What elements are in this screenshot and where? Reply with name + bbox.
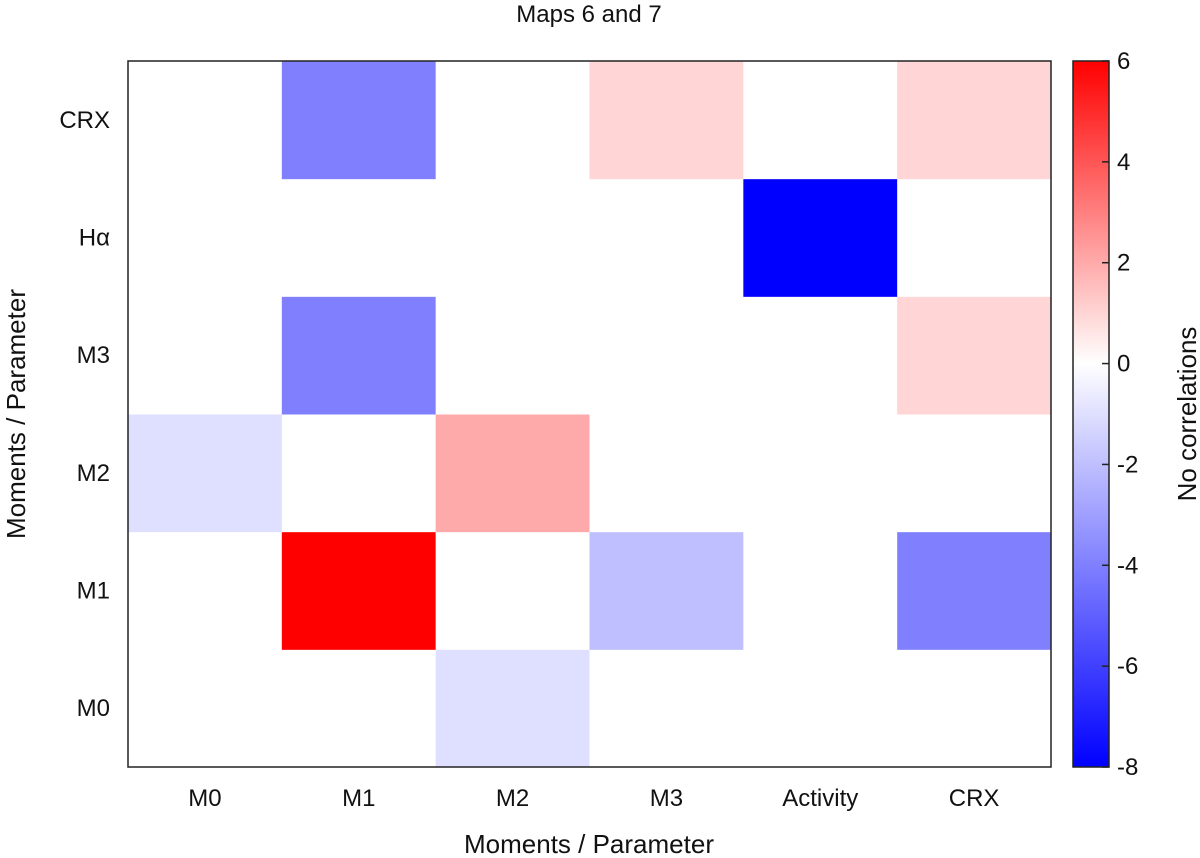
chart-title: Maps 6 and 7 — [516, 1, 661, 28]
heatmap-cell — [281, 649, 437, 768]
heatmap-cell — [281, 414, 437, 533]
heatmap-cell — [897, 414, 1052, 533]
y-tick-label: M2 — [77, 460, 110, 487]
heatmap-cell — [128, 61, 283, 180]
heatmap-cell — [435, 296, 590, 415]
heatmap-cell — [435, 61, 590, 180]
heatmap-cell — [281, 178, 437, 297]
heatmap-cells — [128, 61, 1052, 768]
heatmap-cell — [435, 178, 590, 297]
heatmap-cell — [589, 296, 744, 415]
heatmap-cell — [897, 531, 1052, 650]
heatmap-cell — [128, 531, 283, 650]
y-tick-label: M3 — [77, 342, 110, 369]
x-tick-label: M2 — [496, 785, 529, 812]
heatmap-cell — [743, 296, 898, 415]
colorbar-tick-label: -8 — [1117, 754, 1138, 781]
colorbar-tick-label: -6 — [1117, 653, 1138, 680]
heatmap-cell — [128, 414, 283, 533]
heatmap-cell — [589, 414, 744, 533]
heatmap-cell — [128, 296, 283, 415]
y-tick-label: CRX — [59, 107, 110, 134]
heatmap-cell — [897, 296, 1052, 415]
y-tick-label: M0 — [77, 695, 110, 722]
colorbar-tick-label: 2 — [1117, 250, 1130, 277]
x-axis-label: Moments / Parameter — [464, 829, 714, 858]
heatmap-cell — [281, 61, 437, 180]
colorbar-tick-label: 0 — [1117, 351, 1130, 378]
colorbar — [1072, 60, 1110, 768]
x-tick-labels: M0 M1 M2 M3 Activity CRX — [188, 785, 999, 812]
heatmap-cell — [897, 178, 1052, 297]
heatmap-cell — [897, 61, 1052, 180]
x-tick-label: M1 — [342, 785, 375, 812]
heatmap-cell — [743, 649, 898, 768]
colorbar-tick-label: 6 — [1117, 48, 1130, 75]
colorbar-tick-label: -2 — [1117, 451, 1138, 478]
heatmap-cell — [435, 414, 590, 533]
colorbar-tick-label: 4 — [1117, 149, 1130, 176]
y-tick-labels: M0 M1 M2 M3 Hα CRX — [59, 107, 110, 722]
x-tick-label: CRX — [949, 785, 1000, 812]
heatmap-cell — [589, 531, 744, 650]
x-tick-label: M3 — [650, 785, 683, 812]
y-axis-label: Moments / Parameter — [1, 289, 31, 539]
heatmap-cell — [589, 649, 744, 768]
heatmap-cell — [897, 649, 1052, 768]
heatmap-cell — [128, 649, 283, 768]
heatmap-cell — [281, 296, 437, 415]
heatmap-cell — [435, 649, 590, 768]
y-tick-label: Hα — [79, 225, 110, 252]
colorbar-label: No correlations — [1172, 327, 1200, 502]
x-tick-label: Activity — [782, 785, 858, 812]
heatmap-cell — [128, 178, 283, 297]
heatmap-cell — [743, 531, 898, 650]
colorbar-tick-label: -4 — [1117, 552, 1138, 579]
plot-frame — [127, 60, 1052, 768]
heatmap-cell — [589, 178, 744, 297]
heatmap-cell — [435, 531, 590, 650]
heatmap-cell — [743, 414, 898, 533]
heatmap-cell — [589, 61, 744, 180]
heatmap-cell — [281, 531, 437, 650]
heatmap-cell — [743, 178, 898, 297]
heatmap-cell — [743, 61, 898, 180]
y-tick-label: M1 — [77, 578, 110, 605]
x-tick-label: M0 — [188, 785, 221, 812]
colorbar-ticks: 6 4 2 0 -2 -4 -6 -8 — [1102, 48, 1138, 781]
